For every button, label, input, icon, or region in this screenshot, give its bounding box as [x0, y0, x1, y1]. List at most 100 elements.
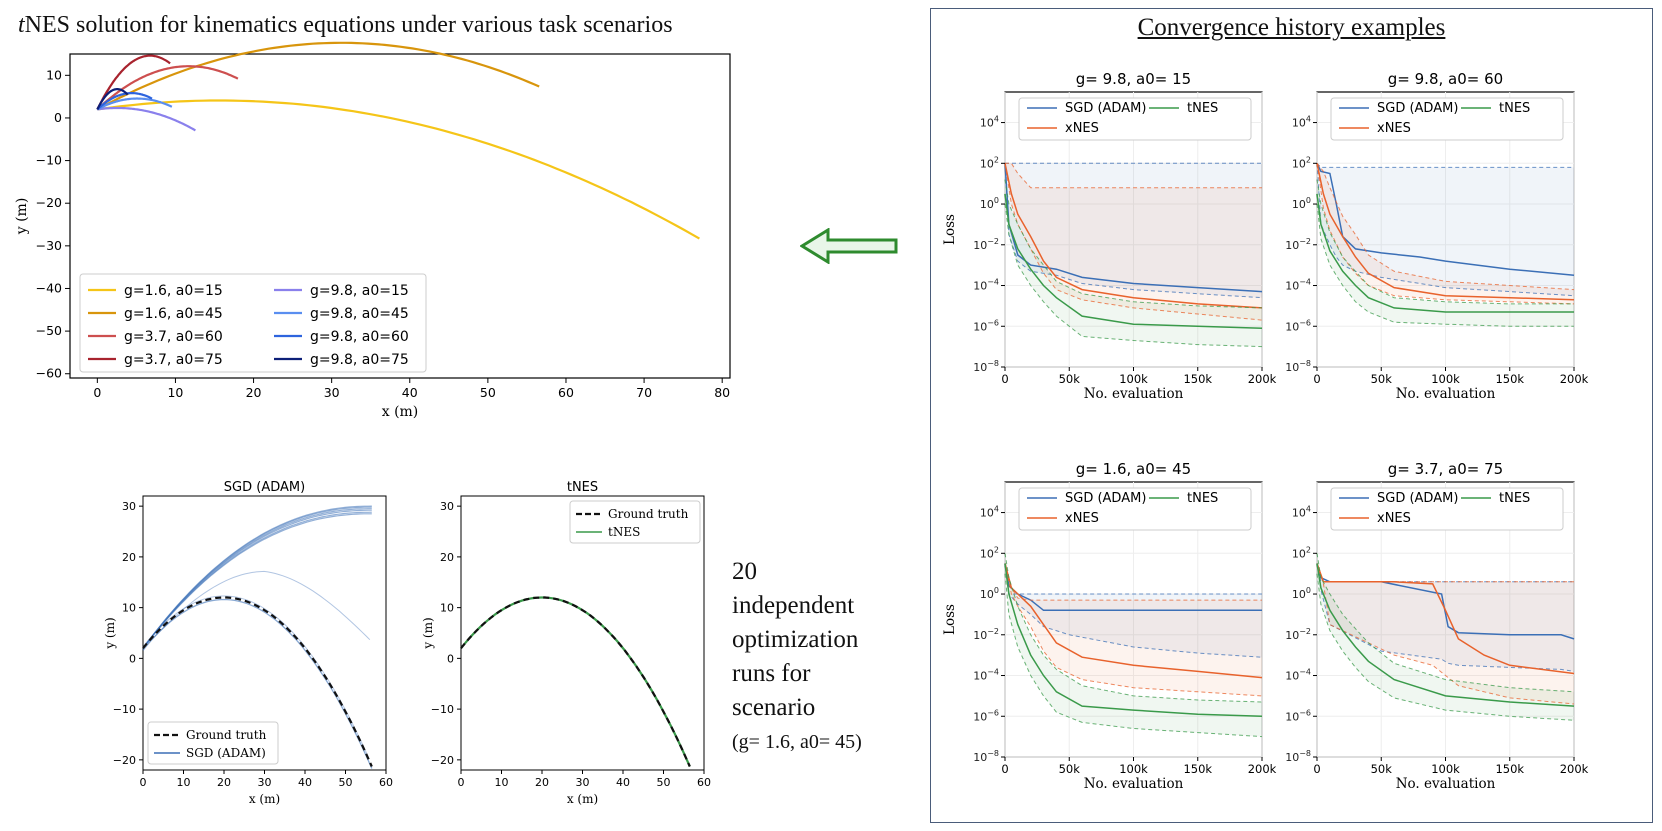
legend-label: g=9.8, a0=15	[310, 283, 409, 299]
x-tick-label: 0	[93, 385, 101, 400]
conv-upper-line	[1004, 553, 1263, 703]
conv-upper-line	[1004, 179, 1263, 309]
y-tick-label: 102	[1292, 155, 1311, 170]
conv-lower-line	[1004, 163, 1263, 299]
y-tick-label: 10−2	[973, 627, 999, 642]
y-tick-label: −20	[431, 754, 454, 767]
conv-median-line	[1316, 563, 1575, 675]
trajectory-line	[96, 54, 171, 110]
conv-band	[1317, 163, 1574, 304]
trajectory-line	[96, 92, 153, 111]
runs-note: 20 independent optimization runs for sce…	[732, 555, 862, 759]
y-tick-label: −50	[36, 323, 62, 338]
conv-band	[1317, 563, 1574, 672]
y-tick-label: 10−2	[1285, 627, 1311, 642]
tnes-runs-chart: tNES 0 10 20 30 40 50 60 −20 −10 0 10 20 30 x (m) y (m)…	[421, 480, 711, 806]
y-tick-label: 0	[129, 652, 136, 665]
x-tick-label: 60	[697, 776, 711, 789]
y-tick-label: −30	[36, 238, 62, 253]
x-tick-label: 200k	[1560, 762, 1589, 776]
sgd-run-line	[142, 505, 372, 649]
conv-upper-line	[1316, 162, 1575, 291]
x-tick-label: 40	[616, 776, 630, 789]
trajectory-line	[96, 97, 173, 111]
main-title: tNES solution for kinematics equations u…	[18, 12, 673, 39]
y-tick-label: 10−8	[1285, 359, 1311, 374]
legend-box	[569, 500, 701, 544]
convergence-title-text: Convergence history examples	[1137, 14, 1446, 41]
conv-band	[1317, 553, 1574, 721]
x-tick-label: 20	[535, 776, 549, 789]
legend-label: xNES	[1377, 121, 1411, 136]
runs-note-line: optimization	[732, 626, 859, 653]
x-tick-label: 20	[246, 385, 262, 400]
x-tick-label: 100k	[1431, 372, 1460, 386]
conv-band	[1005, 163, 1262, 321]
x-tick-label: 0	[458, 776, 465, 789]
legend-box	[1330, 487, 1564, 531]
legend-label: tNES	[1187, 101, 1218, 116]
legend-label: xNES	[1065, 121, 1099, 136]
trajectory-line	[97, 106, 196, 132]
y-tick-label: 104	[980, 505, 999, 520]
x-tick-label: 50k	[1059, 372, 1081, 386]
legend-label: tNES	[1499, 101, 1530, 116]
tnes-run-line	[460, 596, 691, 767]
conv-lower-line	[1316, 163, 1575, 305]
y-axis-label: y (m)	[103, 617, 117, 649]
conv-lower-line	[1316, 563, 1575, 705]
y-tick-label: 100	[1292, 586, 1311, 601]
x-tick-label: 0	[1001, 762, 1008, 776]
legend-label: g=9.8, a0=75	[310, 352, 409, 368]
conv-median-line	[1316, 162, 1575, 277]
sgd-run-line	[142, 506, 372, 649]
y-tick-label: 104	[1292, 505, 1311, 520]
y-tick-label: 102	[1292, 545, 1311, 560]
x-tick-label: 30	[324, 385, 340, 400]
y-tick-label: 20	[440, 551, 454, 564]
conv-band	[1005, 553, 1262, 737]
y-tick-label: −10	[113, 703, 136, 716]
convergence-chart-3: g= 1.6, a0= 45 0 50k 100k 150k 200k 104 102 100 1…	[942, 460, 1277, 792]
legend-label: tNES	[608, 525, 640, 539]
x-tick-label: 100k	[1119, 372, 1148, 386]
legend-label: xNES	[1065, 511, 1099, 526]
y-tick-label: 0	[447, 652, 454, 665]
y-tick-label: −60	[36, 366, 62, 381]
y-tick-label: 100	[980, 586, 999, 601]
x-tick-label: 50	[657, 776, 671, 789]
convergence-chart-2: g= 9.8, a0= 60 0 50k 100k 150k 200k 104 102 100 1…	[1285, 70, 1588, 402]
x-axis-label: x (m)	[567, 792, 598, 806]
y-axis-label: Loss	[942, 214, 958, 245]
conv-upper-line	[1005, 162, 1262, 189]
x-tick-label: 60	[379, 776, 393, 789]
legend-label: g=3.7, a0=60	[124, 329, 223, 345]
y-tick-label: 30	[440, 500, 454, 513]
y-axis-label: y (m)	[14, 198, 30, 236]
y-tick-label: 100	[1292, 196, 1311, 211]
legend-label: SGD (ADAM)	[1065, 101, 1146, 116]
legend-box	[79, 273, 427, 373]
runs-note-line: scenario	[732, 694, 816, 721]
x-tick-label: 100k	[1119, 762, 1148, 776]
y-tick-label: 10−6	[1285, 318, 1311, 333]
conv-upper-line	[1316, 553, 1575, 693]
sgd-run-line	[142, 508, 372, 649]
runs-note-line: 20	[732, 558, 757, 585]
convergence-panel	[930, 8, 1653, 823]
main-title-italic: t	[18, 12, 25, 38]
x-axis-label: x (m)	[382, 404, 419, 420]
runs-note-params: (g= 1.6, a0= 45)	[732, 731, 862, 753]
x-tick-label: 10	[177, 776, 191, 789]
x-tick-label: 200k	[1248, 762, 1277, 776]
conv-median-line	[1316, 163, 1575, 301]
conv-upper-line	[1316, 179, 1574, 305]
y-tick-label: 10	[440, 602, 454, 615]
x-tick-label: 20	[217, 776, 231, 789]
y-axis-label: Loss	[942, 604, 958, 635]
x-axis-label: No. evaluation	[1084, 776, 1184, 792]
x-axis-label: No. evaluation	[1396, 776, 1496, 792]
x-tick-label: 0	[1313, 762, 1320, 776]
sgd-run-line	[142, 570, 371, 649]
x-tick-label: 50	[480, 385, 496, 400]
